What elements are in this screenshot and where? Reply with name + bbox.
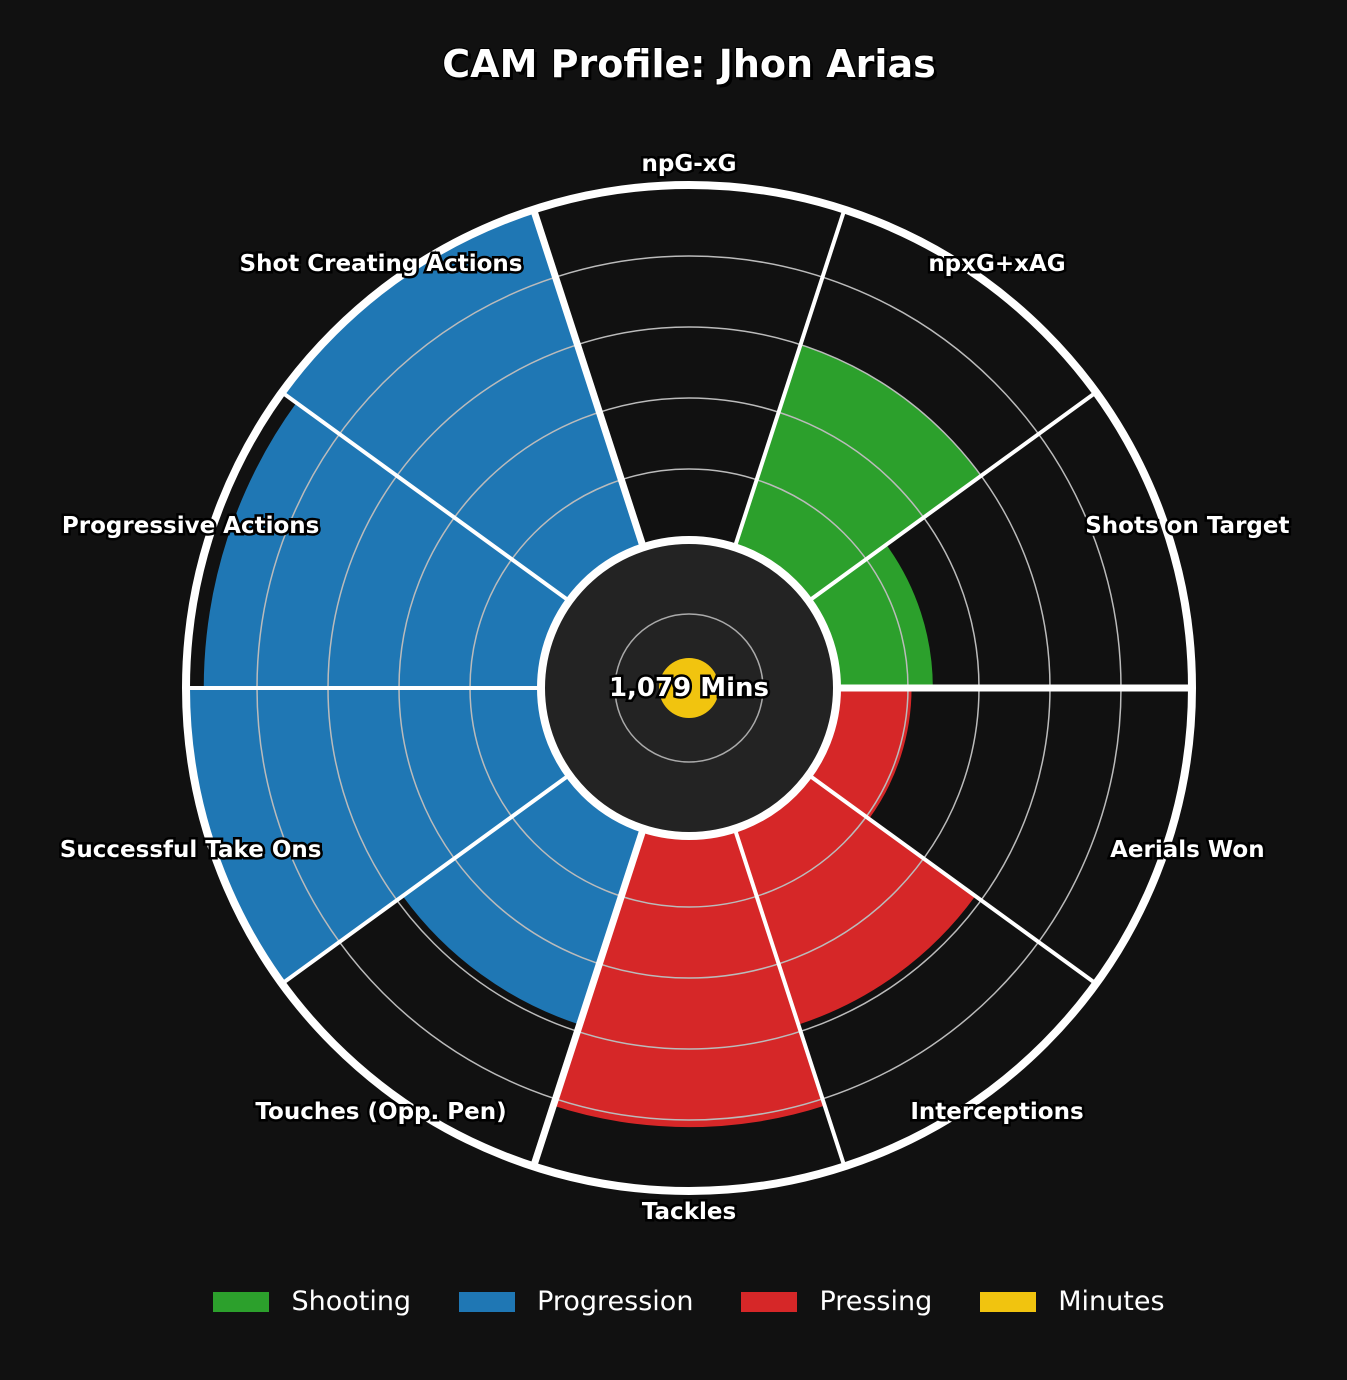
bar-shot-creating-actions bbox=[284, 212, 644, 602]
axis-label-npxg-xag: npxG+xAG bbox=[928, 251, 1065, 277]
axis-label-progressive-actions: Progressive Actions bbox=[62, 513, 319, 539]
center-minutes-label: 1,079 Mins bbox=[609, 673, 769, 703]
legend-label-minutes: Minutes bbox=[1058, 1286, 1165, 1317]
sector-separator bbox=[732, 828, 847, 1167]
legend-label-shooting: Shooting bbox=[291, 1286, 412, 1317]
axis-label-shots-on-target: Shots on Target bbox=[1085, 513, 1289, 539]
legend-label-pressing: Pressing bbox=[819, 1286, 933, 1317]
axis-label-aerials-won: Aerials Won bbox=[1110, 837, 1264, 863]
legend-item-progression: Progression bbox=[459, 1286, 693, 1317]
bar-progressive-actions bbox=[203, 402, 570, 688]
legend-item-shooting: Shooting bbox=[213, 1286, 411, 1317]
outer-ring bbox=[182, 181, 1196, 1195]
sector-separator bbox=[530, 208, 647, 549]
axis-label-shot-creating-actions: Shot Creating Actions bbox=[240, 251, 523, 277]
axis-label-npg-xg: npG-xG bbox=[642, 151, 737, 177]
legend-item-minutes: Minutes bbox=[980, 1286, 1165, 1317]
minutes-marker bbox=[659, 658, 719, 718]
sector-separator bbox=[807, 773, 1098, 986]
sector-separator bbox=[807, 390, 1098, 603]
center-ring bbox=[614, 613, 764, 763]
chart-title: CAM Profile: Jhon Arias bbox=[442, 42, 936, 86]
bar-successful-take-ons bbox=[186, 688, 570, 984]
legend-swatch-minutes bbox=[980, 1291, 1037, 1312]
separator-layer bbox=[186, 208, 1192, 1168]
bar-npxg-xag bbox=[734, 344, 982, 602]
axis-label-touches-opp-pen: Touches (Opp. Pen) bbox=[255, 1099, 506, 1125]
legend-swatch-progression bbox=[459, 1291, 516, 1312]
sector-separator bbox=[280, 773, 571, 986]
bar-interceptions bbox=[734, 774, 976, 1025]
legend-swatch-pressing bbox=[741, 1291, 798, 1312]
sector-separator bbox=[530, 827, 647, 1168]
sector-separator bbox=[732, 209, 847, 548]
legend: Shooting Progression Pressing Minutes bbox=[0, 1286, 1347, 1317]
outer-ring-layer bbox=[182, 181, 1196, 1195]
axis-label-tackles: Tackles bbox=[642, 1199, 736, 1225]
center-hub: 1,079 Mins bbox=[537, 536, 841, 840]
legend-swatch-shooting bbox=[213, 1291, 270, 1312]
axis-label-successful-take-ons: Successful Take Ons bbox=[60, 837, 322, 863]
legend-item-pressing: Pressing bbox=[741, 1286, 932, 1317]
bar-touches-opp-pen bbox=[402, 774, 644, 1025]
axis-label-interceptions: Interceptions bbox=[910, 1099, 1083, 1125]
sector-separator bbox=[280, 390, 571, 603]
axis-label-layer: Shots on Target npxG+xAG npG-xG Shot Creati… bbox=[57, 149, 1292, 1228]
legend-label-progression: Progression bbox=[537, 1286, 694, 1317]
